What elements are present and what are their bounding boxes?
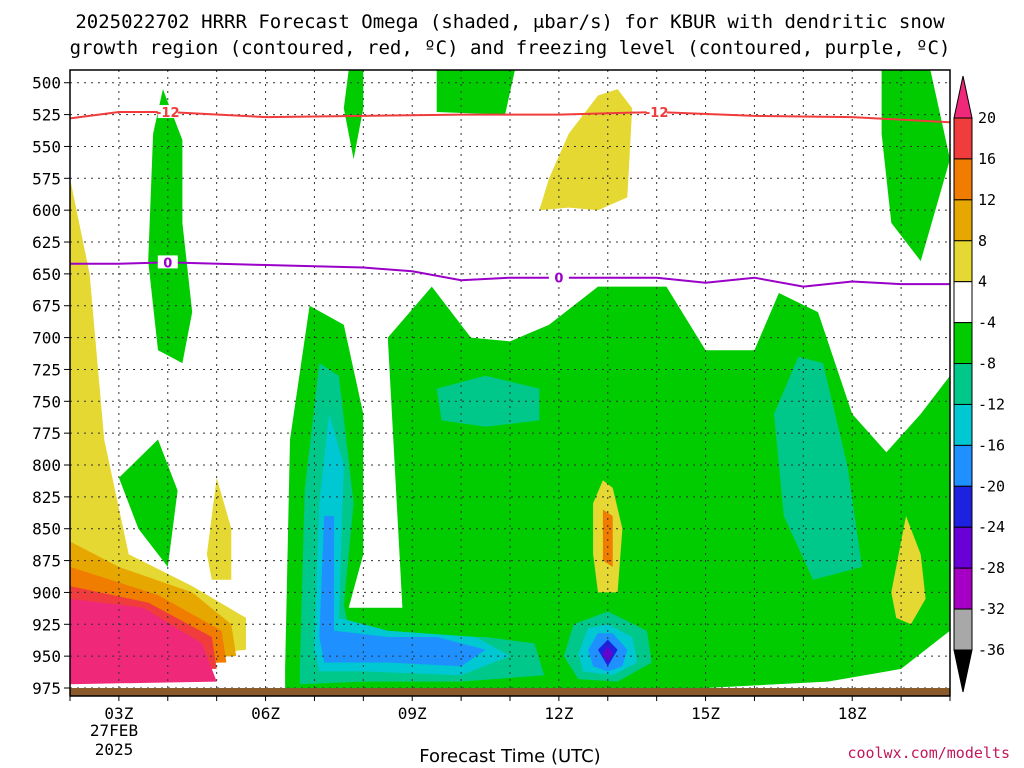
chart-title-line-1: 2025022702 HRRR Forecast Omega (shaded, … [75,11,945,33]
omega-region [602,509,613,567]
colorbar-segment [953,322,973,365]
contour-label: 0 [163,256,172,271]
x-tick-label: 03Z [104,704,133,723]
omega-region [148,89,193,364]
colorbar-tick-label: 12 [978,191,996,209]
y-tick-label: 875 [32,552,61,571]
y-tick-label: 575 [32,169,61,188]
x-tick-label: 18Z [838,704,867,723]
contour-lines: -12 -12 0 0 [70,105,950,288]
colorbar-segment [953,444,973,487]
colorbar-segment [953,240,973,283]
y-tick-label: 750 [32,392,61,411]
contour-label: -12 [645,106,669,121]
y-axis-ticks: 500 525 550 575 600 625 650 675 700 725 750 775 800 8… [32,74,70,698]
y-tick-label: 800 [32,456,61,475]
credit-text: coolwx.com/modelts [847,744,1010,762]
y-tick-label: 675 [32,297,61,316]
y-tick-label: 500 [32,74,61,93]
y-tick-label: 700 [32,329,61,348]
colorbar-segment [953,158,973,201]
contour-label-bg [548,270,569,284]
omega-region [539,89,633,211]
y-tick-label: 850 [32,520,61,539]
contour-label: 0 [554,272,563,287]
colorbar-tick-label: -28 [978,559,1005,577]
colorbar-min-arrow [953,649,973,693]
omega-region [436,70,515,115]
contour-line [70,110,950,124]
colorbar-segment [953,117,973,160]
colorbar-segment [953,567,973,610]
y-tick-label: 600 [32,201,61,220]
colorbar-tick-label: -12 [978,395,1005,413]
colorbar-segment [953,526,973,569]
y-tick-label: 725 [32,360,61,379]
x-tick-label: 12Z [544,704,573,723]
contour-label-bg [157,255,178,269]
y-tick-label: 900 [32,583,61,602]
omega-region [436,375,540,427]
omega-region [70,598,217,685]
y-tick-label: 950 [32,647,61,666]
colorbar-tick-label: -20 [978,477,1005,495]
x-tick-label: 06Z [251,704,280,723]
omega-region [343,70,364,160]
colorbar-segment [953,608,973,651]
colorbar-segment [953,403,973,446]
chart-title-line-2: growth region (contoured, red, ºC) and f… [70,37,951,59]
colorbar-tick-label: -32 [978,600,1005,618]
omega-region [602,646,613,663]
y-tick-label: 650 [32,265,61,284]
contour-label-bg [646,105,667,119]
colorbar-tick-label: -24 [978,518,1005,536]
omega-shading [70,70,950,688]
omega-region [774,356,862,580]
ground-strip [70,688,950,696]
omega-region [891,516,926,625]
contour-label: -12 [156,106,180,121]
date-label-day: 27FEB [90,721,138,740]
omega-region [118,439,178,567]
colorbar-tick-label: -4 [978,314,996,332]
x-axis-ticks: 03Z 06Z 09Z 12Z 15Z 18Z [69,696,951,723]
y-tick-label: 775 [32,424,61,443]
y-tick-label: 825 [32,488,61,507]
contour-label-bg [157,105,178,119]
colorbar-tick-label: 8 [978,232,987,250]
colorbar-tick-label: 20 [978,109,996,127]
colorbar-segment [953,485,973,528]
x-axis-label: Forecast Time (UTC) [419,746,600,767]
colorbar: 20 16 12 8 4 -4 -8 -12 -16 -20 -24 -28 -32 -36 [953,75,1005,693]
date-label-year: 2025 [95,740,134,759]
colorbar-tick-label: -16 [978,436,1005,454]
colorbar-segment [953,199,973,242]
omega-region [206,477,232,580]
colorbar-tick-label: -8 [978,355,996,373]
y-tick-label: 625 [32,233,61,252]
omega-region [319,516,486,667]
y-tick-label: 525 [32,106,61,125]
colorbar-tick-label: 4 [978,273,987,291]
x-tick-label: 15Z [691,704,720,723]
omega-region [881,70,950,262]
colorbar-max-arrow [953,75,973,119]
colorbar-segment [953,363,973,405]
y-tick-label: 975 [32,679,61,698]
y-tick-label: 925 [32,615,61,634]
x-tick-label: 09Z [398,704,427,723]
colorbar-tick-label: 16 [978,150,996,168]
colorbar-segment [953,281,973,324]
omega-region [70,178,246,669]
colorbar-tick-label: -36 [978,641,1005,659]
y-tick-label: 550 [32,137,61,156]
